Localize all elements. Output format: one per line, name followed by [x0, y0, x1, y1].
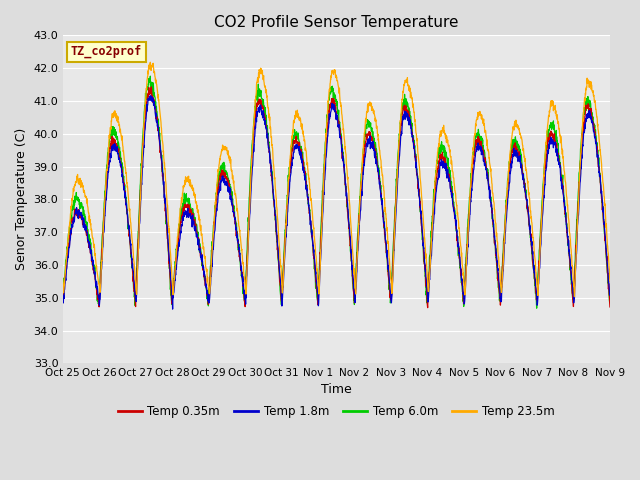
Temp 6.0m [606, 296, 614, 302]
Temp 0.35m [573, 219, 581, 225]
Temp 6.0m [59, 300, 67, 305]
Temp 23.5m [364, 101, 372, 107]
Temp 0.35m [364, 131, 372, 136]
Legend: Temp 0.35m, Temp 1.8m, Temp 6.0m, Temp 23.5m: Temp 0.35m, Temp 1.8m, Temp 6.0m, Temp 2… [113, 401, 559, 423]
Temp 1.8m [353, 279, 360, 285]
Temp 6.0m [147, 73, 154, 79]
Temp 1.8m [212, 214, 220, 219]
Temp 1.8m [558, 186, 566, 192]
Temp 23.5m [59, 275, 67, 281]
Temp 0.35m [212, 213, 220, 219]
X-axis label: Time: Time [321, 383, 351, 396]
Temp 6.0m [364, 121, 372, 127]
Temp 6.0m [533, 305, 541, 311]
Title: CO2 Profile Sensor Temperature: CO2 Profile Sensor Temperature [214, 15, 458, 30]
Temp 0.35m [558, 177, 566, 182]
Temp 0.35m [496, 291, 504, 297]
Temp 6.0m [495, 298, 503, 303]
Line: Temp 6.0m: Temp 6.0m [63, 76, 610, 308]
Text: TZ_co2prof: TZ_co2prof [71, 45, 142, 59]
Temp 6.0m [573, 211, 581, 217]
Temp 23.5m [495, 263, 503, 269]
Line: Temp 23.5m: Temp 23.5m [63, 62, 610, 297]
Temp 1.8m [146, 93, 154, 99]
Temp 23.5m [573, 227, 581, 233]
Temp 0.35m [147, 84, 155, 90]
Temp 1.8m [59, 292, 67, 298]
Temp 23.5m [147, 60, 154, 65]
Temp 23.5m [558, 146, 566, 152]
Temp 6.0m [353, 261, 360, 266]
Line: Temp 0.35m: Temp 0.35m [63, 87, 610, 308]
Temp 23.5m [212, 199, 220, 205]
Temp 6.0m [558, 175, 566, 181]
Temp 23.5m [571, 294, 579, 300]
Temp 0.35m [424, 305, 431, 311]
Temp 6.0m [212, 205, 220, 211]
Temp 1.8m [573, 233, 581, 239]
Temp 23.5m [353, 276, 360, 282]
Temp 23.5m [606, 278, 614, 284]
Y-axis label: Senor Temperature (C): Senor Temperature (C) [15, 128, 28, 271]
Temp 0.35m [59, 298, 67, 303]
Temp 1.8m [606, 292, 614, 298]
Temp 0.35m [353, 271, 360, 277]
Temp 0.35m [606, 304, 614, 310]
Temp 1.8m [365, 139, 372, 145]
Line: Temp 1.8m: Temp 1.8m [63, 96, 610, 309]
Temp 1.8m [496, 286, 504, 291]
Temp 1.8m [169, 306, 177, 312]
